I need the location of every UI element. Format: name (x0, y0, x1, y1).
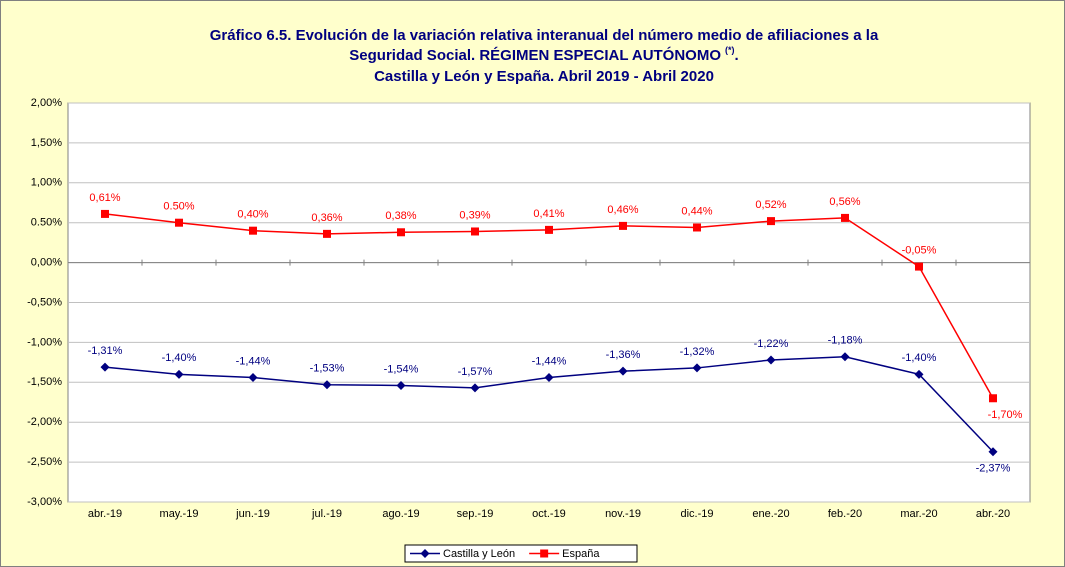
data-label: 0,40% (237, 209, 268, 221)
data-point (323, 229, 331, 238)
y-tick-label: -0,50% (27, 296, 62, 308)
data-label: 0,56% (829, 196, 860, 208)
x-tick-label: ago.-19 (382, 508, 419, 520)
data-point (249, 226, 257, 235)
chart-title: Seguridad Social. RÉGIMEN ESPECIAL AUTÓN… (349, 45, 738, 64)
data-label: 0,46% (607, 204, 638, 216)
data-point (914, 369, 924, 379)
data-label: -1,32% (680, 346, 715, 358)
data-label: -0,05% (902, 244, 937, 256)
data-point (174, 369, 184, 379)
x-tick-label: ene.-20 (752, 508, 789, 520)
data-point (766, 355, 776, 365)
data-point (989, 394, 997, 403)
data-point (470, 383, 480, 393)
data-point (248, 373, 258, 383)
legend-label: Castilla y León (443, 548, 515, 560)
y-tick-label: -1,00% (27, 336, 62, 348)
data-label: 0,61% (89, 192, 120, 204)
data-label: -1,57% (458, 366, 493, 378)
legend-marker (420, 549, 430, 558)
data-label: 0,39% (459, 209, 490, 221)
data-label: -1,54% (384, 363, 419, 375)
y-tick-label: -3,00% (27, 496, 62, 508)
x-tick-label: oct.-19 (532, 508, 566, 520)
data-point (101, 209, 109, 218)
y-tick-label: 1,00% (31, 177, 62, 189)
x-tick-label: abr.-20 (976, 508, 1010, 520)
data-point (915, 262, 923, 271)
data-label: -1,40% (162, 352, 197, 364)
y-tick-label: 2,00% (31, 97, 62, 109)
data-point (175, 218, 183, 227)
legend-marker (540, 549, 549, 558)
data-label: 0,36% (311, 212, 342, 224)
data-point (322, 380, 332, 390)
title-note: (*) (725, 45, 735, 55)
data-label: -1,44% (236, 355, 271, 367)
x-tick-label: mar.-20 (900, 508, 937, 520)
data-label: 0,52% (755, 199, 786, 211)
x-tick-label: dic.-19 (680, 508, 713, 520)
y-tick-label: -2,50% (27, 456, 62, 468)
data-point (397, 228, 405, 237)
data-label: 0,38% (385, 210, 416, 222)
x-tick-label: may.-19 (160, 508, 199, 520)
y-tick-label: 0.50% (31, 217, 62, 229)
data-label: -1,70% (988, 409, 1023, 421)
data-point (693, 223, 701, 232)
data-label: 0,44% (681, 205, 712, 217)
chart-title: Seguridad Social. RÉGIMEN ESPECIAL AUTÓN… (349, 46, 721, 64)
x-tick-label: nov.-19 (605, 508, 641, 520)
data-point (767, 217, 775, 226)
x-tick-label: feb.-20 (828, 508, 862, 520)
chart-title: . (735, 47, 739, 64)
data-label: 0.50% (163, 201, 194, 213)
data-label: -1,36% (606, 349, 641, 361)
y-tick-label: 1,50% (31, 137, 62, 149)
data-point (692, 363, 702, 373)
legend-label: España (562, 548, 600, 560)
data-point (544, 373, 554, 383)
data-label: -1,18% (828, 335, 863, 347)
data-point (841, 213, 849, 222)
data-label: 0,41% (533, 208, 564, 220)
data-point (545, 225, 553, 234)
data-point (396, 380, 406, 390)
chart-title: Gráfico 6.5. Evolución de la variación r… (210, 27, 879, 44)
data-label: -1,53% (310, 363, 345, 375)
data-point (618, 366, 628, 376)
y-tick-label: -2,00% (27, 416, 62, 428)
x-tick-label: jul.-19 (311, 508, 342, 520)
data-label: -2,37% (976, 463, 1011, 475)
y-tick-label: 0,00% (31, 257, 62, 269)
data-point (619, 221, 627, 230)
data-point (988, 447, 998, 457)
data-label: -1,22% (754, 338, 789, 350)
data-point (471, 227, 479, 236)
data-label: -1,40% (902, 352, 937, 364)
legend (404, 544, 638, 563)
data-point (840, 352, 850, 362)
x-tick-label: sep.-19 (457, 508, 494, 520)
data-point (100, 362, 110, 372)
data-label: -1,31% (88, 345, 123, 357)
x-tick-label: abr.-19 (88, 508, 122, 520)
x-tick-label: jun.-19 (235, 508, 270, 520)
data-label: -1,44% (532, 355, 567, 367)
chart-title: Castilla y León y España. Abril 2019 - A… (374, 68, 714, 85)
y-tick-label: -1,50% (27, 376, 62, 388)
